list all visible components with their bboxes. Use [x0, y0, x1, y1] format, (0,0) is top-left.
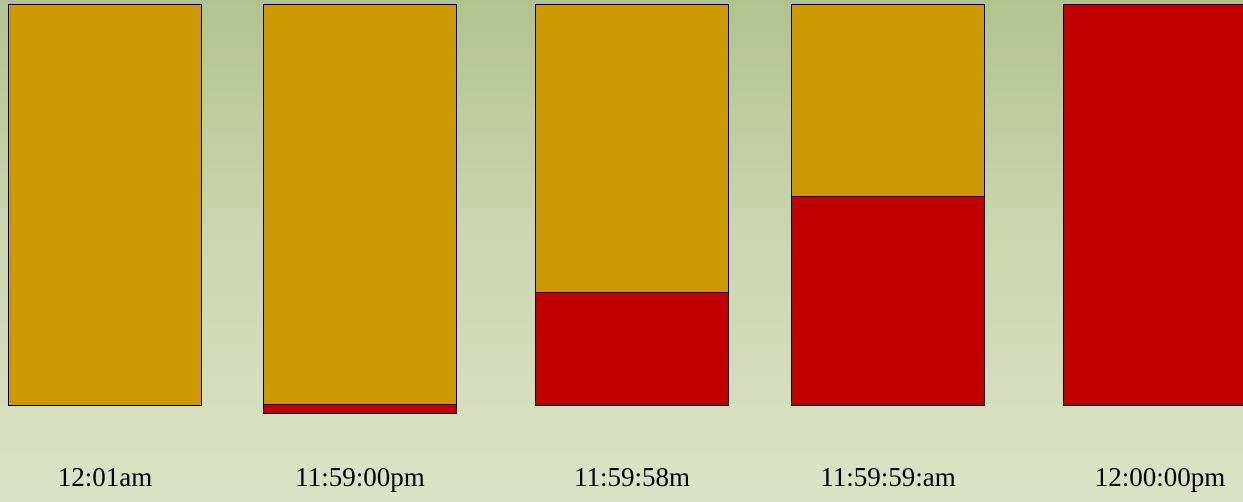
elapsed-segment-3 [536, 293, 728, 405]
time-label-4: 11:59:59:am [820, 462, 956, 492]
elapsed-segment-5 [1064, 5, 1243, 405]
time-bar-2 [263, 4, 457, 414]
time-column-1: 12:01am [8, 0, 202, 502]
time-label-5: 12:00:00pm [1094, 462, 1226, 492]
time-label-1: 12:01am [57, 462, 153, 492]
remaining-segment-3 [536, 5, 728, 293]
time-bar-5 [1063, 4, 1243, 406]
remaining-segment-4 [792, 5, 984, 197]
remaining-segment-2 [264, 5, 456, 405]
time-label-2: 11:59:00pm [295, 462, 425, 492]
time-label-3: 11:59:58m [573, 462, 690, 492]
elapsed-segment-2 [264, 405, 456, 413]
elapsed-segment-4 [792, 197, 984, 405]
time-column-5: 12:00:00pm [1063, 0, 1243, 502]
time-column-2: 11:59:00pm [263, 0, 457, 502]
remaining-segment-1 [9, 5, 201, 405]
time-column-4: 11:59:59:am [791, 0, 985, 502]
time-column-3: 11:59:58m [535, 0, 729, 502]
time-bar-4 [791, 4, 985, 406]
time-bar-3 [535, 4, 729, 406]
time-bar-1 [8, 4, 202, 406]
